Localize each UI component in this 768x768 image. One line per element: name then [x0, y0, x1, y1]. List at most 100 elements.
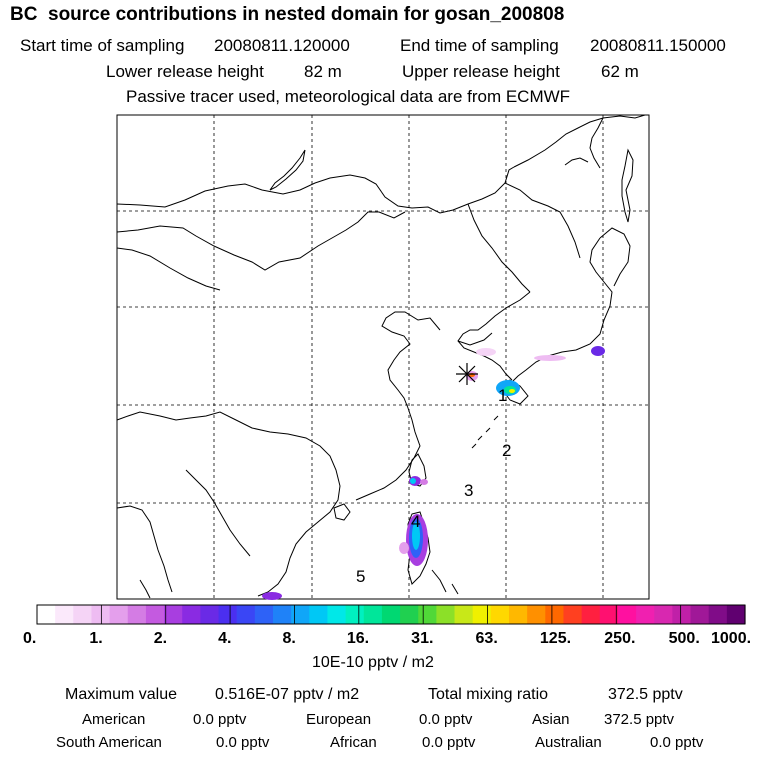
colorbar-swatch: [545, 605, 565, 624]
map-frame: [116, 114, 650, 600]
lower-release-value: 82 m: [304, 62, 342, 81]
lake-baikal: [269, 149, 306, 191]
european-value: 0.0 pptv: [419, 711, 473, 728]
mongolia-china-border: [116, 211, 406, 271]
okhotsk-coast: [589, 117, 604, 169]
colorbar-swatch: [164, 605, 183, 624]
colorbar-swatch: [472, 605, 492, 624]
colorbar-tick-label: 31.: [411, 630, 434, 647]
far-east-detail: [564, 157, 589, 166]
concentration-blob: [262, 592, 282, 600]
colorbar-swatch: [254, 605, 274, 624]
start-time-label: Start time of sampling: [20, 36, 185, 55]
asian-value: 372.5 pptv: [604, 711, 675, 728]
concentration-blob: [399, 542, 409, 554]
colorbar-swatch: [636, 605, 655, 624]
colorbar-tick-label: 500.: [668, 630, 700, 647]
colorbar-swatch: [418, 605, 437, 624]
thailand-border: [185, 469, 251, 557]
colorbar-swatch: [708, 605, 728, 624]
colorbar-tick-label: 1.: [89, 630, 103, 647]
graticule: [117, 115, 649, 599]
colorbar-tick-label: 8.: [282, 630, 296, 647]
concentration-blob: [591, 346, 605, 356]
asian-label: Asian: [532, 711, 570, 728]
colorbar-swatch: [454, 605, 474, 624]
colorbar-swatch: [527, 605, 546, 624]
colorbar-swatch: [91, 605, 111, 624]
south-american-value: 0.0 pptv: [216, 734, 270, 751]
colorbar-swatch: [309, 605, 329, 624]
colorbar-tick-label: 4.: [218, 630, 232, 647]
american-label: American: [82, 711, 146, 728]
tracer-note: Passive tracer used, meteorological data…: [126, 87, 571, 106]
concentration-blob: [476, 348, 496, 356]
colorbar-tick-label: 63.: [475, 630, 498, 647]
russia-mongolia-border: [116, 166, 515, 214]
china-inner-border: [116, 247, 221, 291]
colorbar-swatch: [327, 605, 347, 624]
hainan: [333, 503, 351, 521]
total-mixing-label: Total mixing ratio: [428, 686, 549, 703]
colorbar-swatch: [509, 605, 528, 624]
korea-dmz: [457, 332, 493, 346]
south-american-label: South American: [56, 734, 162, 751]
manchuria-border: [467, 203, 531, 293]
trajectory-label-2: 2: [502, 441, 511, 460]
concentration-field: [262, 346, 605, 600]
concentration-blob: [534, 355, 566, 361]
colorbar-tick-label: 250.: [604, 630, 636, 647]
concentration-blob: [420, 479, 428, 485]
colorbar-tick-label: 125.: [539, 630, 572, 647]
indochina-coast: [116, 411, 341, 597]
colorbar-swatch: [581, 605, 601, 624]
philippines-islands: [431, 569, 459, 595]
colorbar-swatch: [55, 605, 74, 624]
max-value: 0.516E-07 pptv / m2: [215, 686, 360, 703]
colorbar-swatch: [200, 605, 220, 624]
australian-label: Australian: [535, 734, 602, 751]
trajectory-label-5: 5: [356, 567, 365, 586]
colorbar-swatch: [690, 605, 710, 624]
colorbar-swatch: [672, 605, 692, 624]
colorbar-swatch: [73, 605, 93, 624]
colorbar-swatch: [490, 605, 510, 624]
colorbar-swatch: [363, 605, 383, 624]
amur-border: [504, 182, 581, 259]
asterisk-marker: [456, 363, 478, 385]
japan-hokkaido: [599, 227, 631, 287]
colorbar-swatch: [291, 605, 310, 624]
colorbar-tick-label: 16.: [346, 630, 370, 647]
plot-title: BC source contributions in nested domain…: [10, 4, 565, 25]
colorbar-tick-label: 0.: [23, 630, 37, 647]
trajectory-label-3: 3: [464, 481, 473, 500]
colorbar-tick-label: 1000.: [711, 630, 752, 647]
colorbar-swatch: [599, 605, 619, 624]
american-value: 0.0 pptv: [193, 711, 247, 728]
upper-release-label: Upper release height: [402, 62, 560, 81]
sakhalin: [621, 148, 634, 223]
colorbar-swatch: [218, 605, 238, 624]
end-time-value: 20080811.150000: [590, 36, 726, 55]
colorbar-swatch: [436, 605, 456, 624]
european-label: European: [306, 711, 372, 728]
total-mixing-value: 372.5 pptv: [608, 686, 683, 703]
colorbar-swatch: [400, 605, 419, 624]
australian-value: 0.0 pptv: [650, 734, 704, 751]
colorbar-swatch: [345, 605, 365, 624]
colorbar-swatch: [182, 605, 201, 624]
colorbar-swatch: [127, 605, 147, 624]
far-east-coast: [513, 114, 646, 168]
myanmar-coast: [116, 505, 173, 593]
concentration-blob: [412, 522, 420, 550]
colorbar-swatch: [145, 605, 165, 624]
colorbar-swatch: [726, 605, 746, 624]
end-time-label: End time of sampling: [400, 36, 559, 55]
colorbar-swatch: [381, 605, 401, 624]
trajectory-label-1: 1: [498, 386, 507, 405]
colorbar-swatch: [273, 605, 292, 624]
lower-release-label: Lower release height: [106, 62, 264, 81]
concentration-blob: [410, 478, 416, 484]
ryukyu-islands: [471, 415, 499, 449]
colorbar-tick-label: 2.: [153, 630, 168, 647]
